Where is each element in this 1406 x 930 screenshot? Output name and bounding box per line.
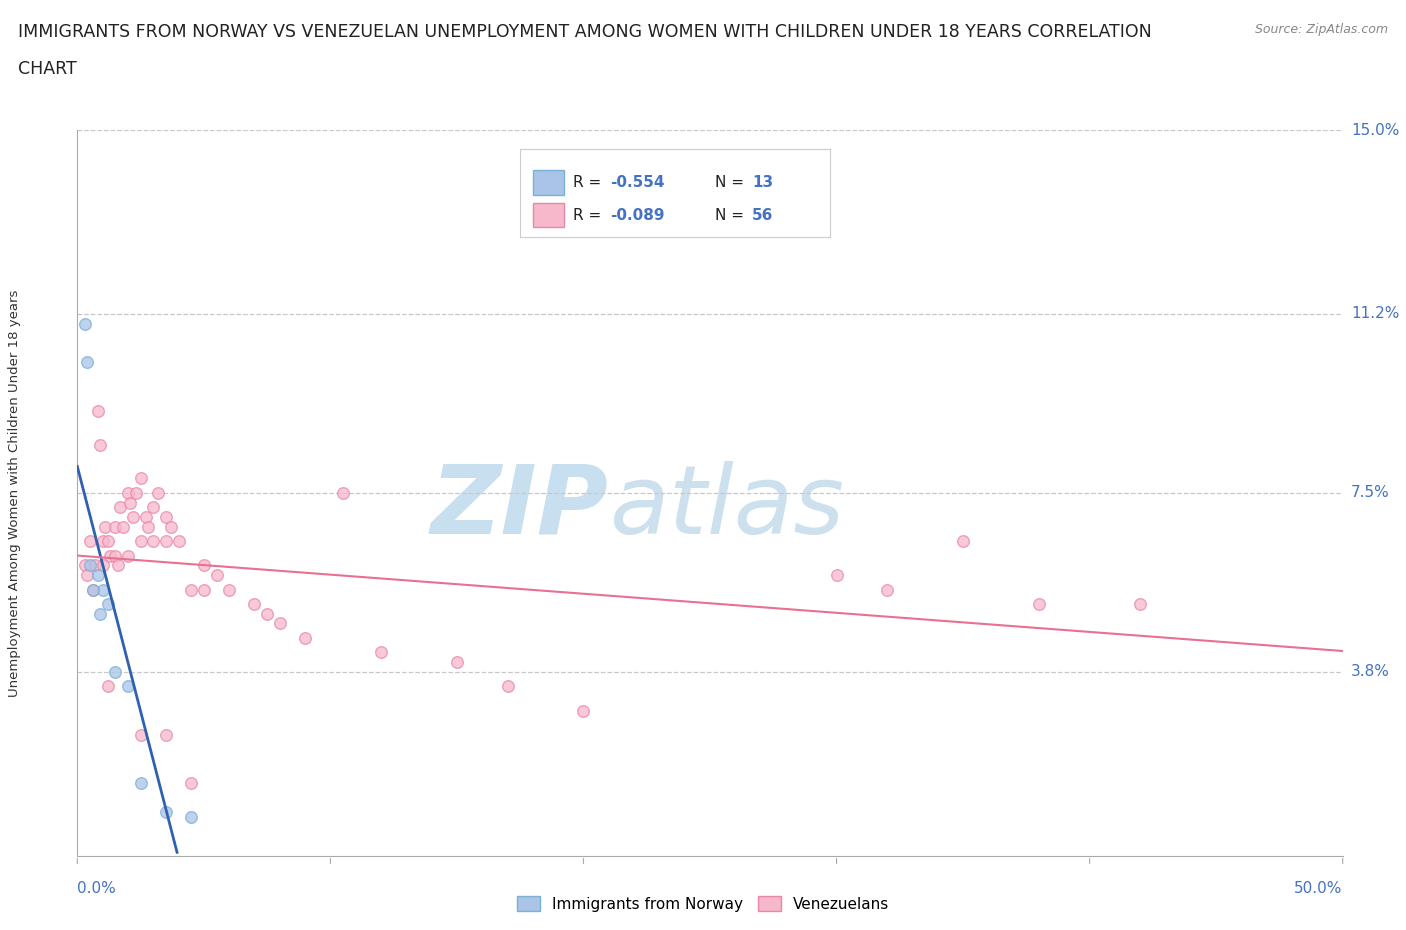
Point [104, 549, 127, 564]
Point [97, 534, 120, 549]
Text: ZIP: ZIP [430, 461, 609, 554]
Point [155, 534, 177, 549]
Point [86, 567, 108, 582]
Point [136, 519, 159, 534]
Point [73, 558, 96, 573]
Point [76, 355, 98, 370]
Point [1129, 597, 1152, 612]
Point [111, 519, 134, 534]
Point [91, 582, 114, 597]
Text: atlas: atlas [609, 461, 844, 554]
Point [79, 534, 101, 549]
Text: 13: 13 [752, 175, 773, 190]
Point [205, 567, 228, 582]
Text: CHART: CHART [18, 60, 77, 78]
Point [876, 582, 898, 597]
Point [218, 582, 240, 597]
Point [243, 597, 266, 612]
Point [332, 485, 354, 500]
Point [89, 606, 111, 621]
Point [104, 664, 127, 679]
Text: 11.2%: 11.2% [1351, 307, 1399, 322]
Point [73, 316, 96, 331]
Point [97, 679, 120, 694]
Point [142, 500, 165, 515]
Point [129, 776, 152, 790]
Point [117, 679, 139, 694]
Text: Unemployment Among Women with Children Under 18 years: Unemployment Among Women with Children U… [7, 289, 21, 697]
Point [82, 582, 104, 597]
Text: R =: R = [572, 175, 606, 190]
Point [84, 558, 107, 573]
Point [256, 606, 278, 621]
Point [94, 519, 117, 534]
Point [446, 655, 468, 670]
Text: -0.089: -0.089 [610, 207, 665, 222]
Text: 56: 56 [752, 207, 773, 222]
Point [107, 558, 129, 573]
Text: -0.554: -0.554 [610, 175, 665, 190]
Point [193, 582, 215, 597]
Point [167, 534, 190, 549]
Point [129, 534, 152, 549]
Text: 0.0%: 0.0% [77, 881, 117, 896]
Text: 7.5%: 7.5% [1351, 485, 1389, 500]
Text: N =: N = [716, 175, 749, 190]
Point [79, 558, 101, 573]
Text: R =: R = [572, 207, 606, 222]
Point [155, 510, 177, 525]
Text: 3.8%: 3.8% [1351, 664, 1391, 679]
Point [294, 631, 316, 645]
Point [117, 549, 139, 564]
Point [122, 510, 145, 525]
Point [124, 485, 146, 500]
Bar [533, 170, 564, 194]
Point [91, 534, 114, 549]
Point [180, 809, 202, 824]
Point [370, 645, 392, 660]
Point [155, 804, 177, 819]
Point [572, 703, 595, 718]
Text: Source: ZipAtlas.com: Source: ZipAtlas.com [1254, 23, 1388, 36]
Point [110, 500, 132, 515]
Point [91, 558, 114, 573]
Point [496, 679, 519, 694]
Point [76, 567, 98, 582]
Point [117, 485, 139, 500]
Point [825, 567, 848, 582]
Point [148, 485, 170, 500]
Point [952, 534, 974, 549]
Point [180, 776, 202, 790]
Point [82, 582, 104, 597]
Point [89, 437, 111, 452]
Point [142, 534, 165, 549]
Point [180, 582, 202, 597]
Legend: Immigrants from Norway, Venezuelans: Immigrants from Norway, Venezuelans [510, 889, 896, 918]
Text: IMMIGRANTS FROM NORWAY VS VENEZUELAN UNEMPLOYMENT AMONG WOMEN WITH CHILDREN UNDE: IMMIGRANTS FROM NORWAY VS VENEZUELAN UNE… [18, 23, 1152, 41]
Bar [533, 203, 564, 228]
Point [269, 616, 291, 631]
Point [193, 558, 215, 573]
Point [120, 495, 142, 510]
Point [98, 549, 121, 564]
Point [86, 404, 108, 418]
Point [135, 510, 157, 525]
Point [129, 471, 152, 485]
Text: 15.0%: 15.0% [1351, 123, 1399, 138]
Text: 50.0%: 50.0% [1295, 881, 1343, 896]
Point [155, 727, 177, 742]
Point [97, 597, 120, 612]
Point [160, 519, 183, 534]
Point [1028, 597, 1050, 612]
Point [129, 727, 152, 742]
Text: N =: N = [716, 207, 749, 222]
Point [104, 519, 127, 534]
